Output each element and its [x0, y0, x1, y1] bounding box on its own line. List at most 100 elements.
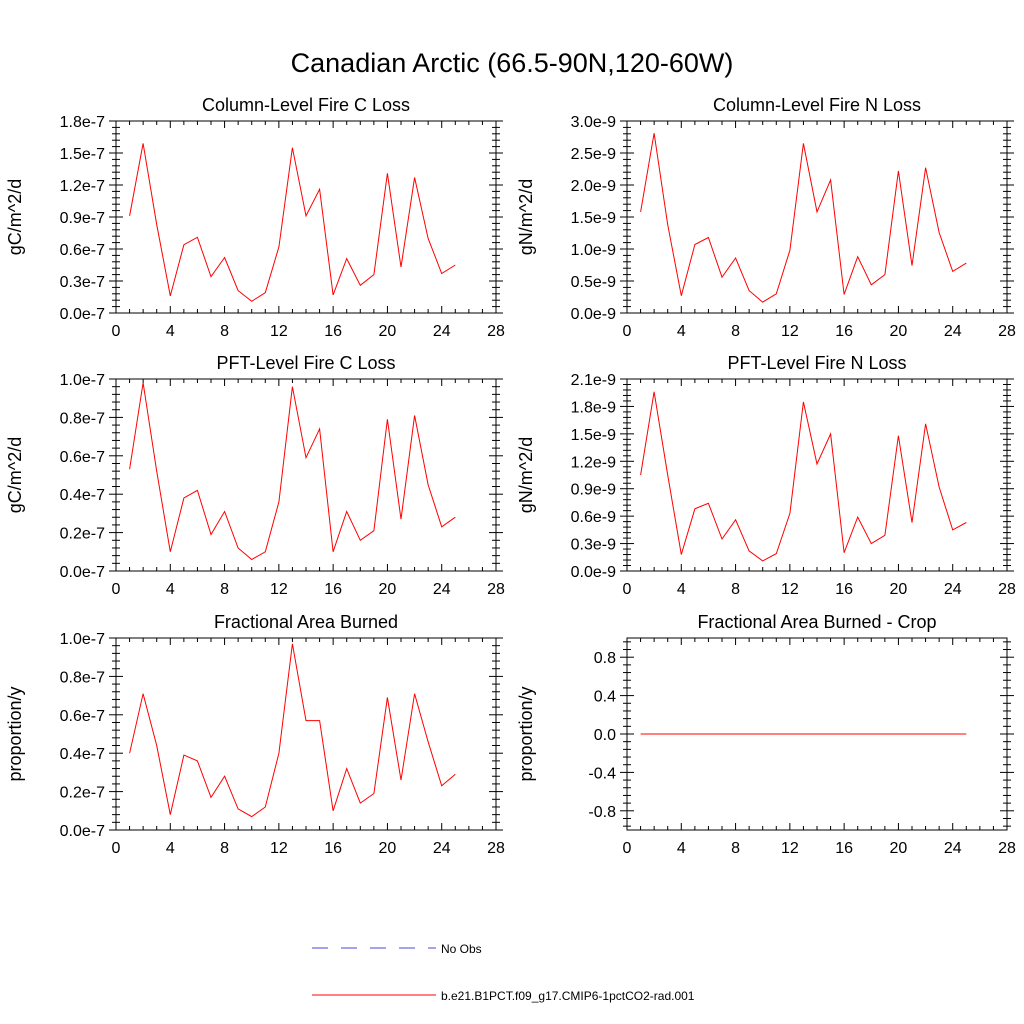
- y-tick-label: 0.3e-7: [60, 274, 105, 291]
- y-tick-label: 0.3e-9: [571, 537, 616, 554]
- panel-3: PFT-Level Fire C Loss gC/m^2/d 0 4 8 12 16 20 24…: [5, 353, 505, 598]
- x-tick-label: 20: [379, 581, 397, 598]
- x-tick-label: 4: [166, 840, 175, 857]
- y-tick-label: 0.0e-7: [60, 306, 105, 323]
- y-axis-label: gC/m^2/d: [5, 437, 25, 513]
- y-tick-label: 1.0e-9: [571, 242, 616, 259]
- y-axis-label: proportion/y: [5, 686, 25, 781]
- x-tick-label: 20: [890, 581, 908, 598]
- y-tick-label: 1.0e-7: [60, 631, 105, 648]
- x-tick-label: 0: [623, 840, 632, 857]
- panel-title: Fractional Area Burned - Crop: [697, 612, 936, 632]
- panel-title: Column-Level Fire C Loss: [202, 95, 410, 115]
- x-tick-label: 8: [731, 323, 740, 340]
- x-tick-label: 24: [944, 323, 962, 340]
- y-axis-label: gN/m^2/d: [516, 179, 536, 255]
- x-tick-label: 4: [166, 581, 175, 598]
- y-tick-label: 3.0e-9: [571, 114, 616, 131]
- y-tick-label: 0.0e-7: [60, 823, 105, 840]
- x-tick-label: 4: [677, 840, 686, 857]
- panel-2: Column-Level Fire N Loss gN/m^2/d 0 4 8 12 16 2…: [516, 95, 1016, 340]
- x-tick-label: 28: [998, 840, 1016, 857]
- y-tick-label: 0.6e-9: [571, 509, 616, 526]
- panels: Column-Level Fire C Loss gC/m^2/d 0 4 8 12 16 2…: [5, 95, 1016, 857]
- x-tick-label: 16: [835, 581, 853, 598]
- x-tick-label: 24: [944, 581, 962, 598]
- panel-title: PFT-Level Fire C Loss: [216, 353, 395, 373]
- x-tick-label: 16: [324, 323, 342, 340]
- figure-title: Canadian Arctic (66.5-90N,120-60W): [291, 48, 734, 78]
- y-axis-label: proportion/y: [516, 686, 536, 781]
- y-tick-label: 1.5e-9: [571, 427, 616, 444]
- y-tick-label: 1.5e-9: [571, 210, 616, 227]
- series-line: [129, 143, 456, 302]
- y-tick-label: 0.6e-7: [60, 449, 105, 466]
- x-tick-label: 16: [835, 840, 853, 857]
- y-axis-label: gN/m^2/d: [516, 437, 536, 513]
- panel-6: Fractional Area Burned - Crop proportion/…: [516, 612, 1016, 857]
- y-tick-label: 0.4e-7: [60, 746, 105, 763]
- y-tick-label: 0.8e-7: [60, 669, 105, 686]
- x-tick-label: 0: [112, 840, 121, 857]
- x-tick-label: 12: [781, 840, 799, 857]
- x-tick-label: 8: [731, 581, 740, 598]
- x-tick-label: 24: [433, 323, 451, 340]
- x-tick-label: 20: [379, 840, 397, 857]
- y-tick-label: 0.2e-7: [60, 785, 105, 802]
- x-tick-label: 4: [677, 323, 686, 340]
- panel-title: PFT-Level Fire N Loss: [727, 353, 906, 373]
- y-tick-label: 0.0e-7: [60, 564, 105, 581]
- y-tick-label: 0.0: [594, 727, 616, 744]
- x-tick-label: 28: [487, 840, 505, 857]
- y-tick-label: 1.5e-7: [60, 146, 105, 163]
- y-tick-label: 1.2e-9: [571, 454, 616, 471]
- x-tick-label: 0: [623, 323, 632, 340]
- y-tick-label: 0.4e-7: [60, 487, 105, 504]
- y-tick-label: 0.9e-9: [571, 482, 616, 499]
- x-tick-label: 16: [835, 323, 853, 340]
- x-tick-label: 28: [998, 581, 1016, 598]
- y-tick-label: 0.0e-9: [571, 564, 616, 581]
- x-tick-label: 16: [324, 840, 342, 857]
- y-tick-label: 0.4: [594, 689, 616, 706]
- y-tick-label: 0.8: [594, 650, 616, 667]
- series-line: [129, 643, 456, 818]
- y-tick-label: 0.9e-7: [60, 210, 105, 227]
- y-tick-label: 0.2e-7: [60, 526, 105, 543]
- y-tick-label: 1.8e-7: [60, 114, 105, 131]
- x-tick-label: 12: [270, 581, 288, 598]
- x-tick-label: 12: [270, 840, 288, 857]
- x-tick-label: 20: [890, 323, 908, 340]
- x-tick-label: 8: [220, 840, 229, 857]
- legend-label-obs: No Obs: [441, 942, 482, 956]
- x-tick-label: 20: [379, 323, 397, 340]
- legend-entry-model: b.e21.B1PCT.f09_g17.CMIP6-1pctCO2-rad.00…: [312, 989, 695, 1003]
- x-tick-label: 8: [731, 840, 740, 857]
- panel-4: PFT-Level Fire N Loss gN/m^2/d 0 4 8 12 16 20 24…: [516, 353, 1016, 598]
- series-line: [129, 382, 456, 561]
- x-tick-label: 24: [944, 840, 962, 857]
- y-tick-label: -0.8: [588, 804, 616, 821]
- y-tick-label: 1.8e-9: [571, 399, 616, 416]
- x-tick-label: 8: [220, 323, 229, 340]
- plot-frame: [626, 378, 1008, 572]
- x-tick-label: 12: [270, 323, 288, 340]
- x-tick-label: 28: [998, 323, 1016, 340]
- x-tick-label: 28: [487, 581, 505, 598]
- y-tick-label: -0.4: [588, 765, 616, 782]
- y-tick-label: 2.1e-9: [571, 372, 616, 389]
- y-tick-label: 0.6e-7: [60, 708, 105, 725]
- panel-5: Fractional Area Burned proportion/y 0 4 8 12 1…: [5, 612, 505, 857]
- panel-title: Column-Level Fire N Loss: [713, 95, 921, 115]
- y-tick-label: 2.0e-9: [571, 178, 616, 195]
- x-tick-label: 20: [890, 840, 908, 857]
- y-tick-label: 0.5e-9: [571, 274, 616, 291]
- y-tick-label: 1.2e-7: [60, 178, 105, 195]
- x-tick-label: 24: [433, 840, 451, 857]
- x-tick-label: 12: [781, 581, 799, 598]
- x-tick-label: 0: [112, 581, 121, 598]
- legend: No Obs b.e21.B1PCT.f09_g17.CMIP6-1pctCO2…: [312, 942, 695, 1003]
- x-tick-label: 4: [677, 581, 686, 598]
- panel-title: Fractional Area Burned: [214, 612, 398, 632]
